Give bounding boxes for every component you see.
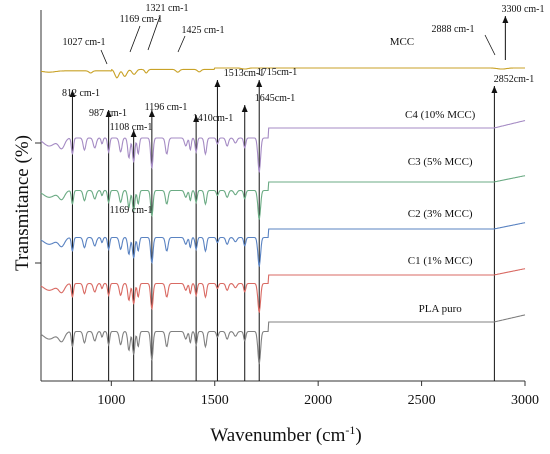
arrowhead <box>193 115 200 122</box>
arrowhead <box>105 110 112 117</box>
x-tick-label: 2000 <box>304 393 332 408</box>
peak-annotation: 1645cm-1 <box>255 93 296 104</box>
arrowhead <box>491 86 498 93</box>
peak-annotation-text: 987 cm-1 <box>89 108 127 119</box>
series-group: MCC C4 (10% MCC) C3 (5% MCC) C2 (3% MCC) C1 … <box>40 36 526 366</box>
series-label: C1 (1% MCC) <box>408 255 473 267</box>
x-axis-title: Wavenumber (cm-1) <box>210 423 361 446</box>
peak-annotation-text: 1169 cm-1 <box>110 205 153 216</box>
peak-annotation-text: 1321 cm-1 <box>145 3 188 14</box>
peak-annotation-text: 1425 cm-1 <box>181 25 224 36</box>
y-axis-title: Transmitance (%) <box>12 135 33 271</box>
x-tick-label: 1000 <box>97 393 125 408</box>
peak-annotation: 1196 cm-1 <box>145 102 188 113</box>
arrowhead <box>130 130 137 137</box>
arrowhead <box>148 110 155 117</box>
x-axis: 1000 1500 2000 2500 3000 <box>97 381 539 408</box>
peak-annotation: 1027 cm-1 <box>62 37 105 48</box>
series-line <box>40 268 526 314</box>
series-line <box>40 119 526 174</box>
annotation-connector <box>484 34 496 56</box>
x-tick-label: 2500 <box>408 393 436 408</box>
peak-annotation-text: 812 cm-1 <box>62 88 100 99</box>
peak-annotation: 1410cm-1 <box>193 113 234 124</box>
x-axis-title-main: Wavenumber (cm <box>210 425 345 446</box>
peak-annotation: 1169 cm-1 <box>120 14 163 25</box>
x-tick-label: 3000 <box>511 393 539 408</box>
series-label: MCC <box>390 36 414 48</box>
annotation-connector <box>100 49 108 65</box>
series-line <box>40 175 526 221</box>
peak-annotation: 987 cm-1 <box>89 108 127 119</box>
peak-annotation-text: 3300 cm-1 <box>501 4 544 15</box>
x-axis-title-end: ) <box>355 425 361 446</box>
arrowhead <box>256 80 263 87</box>
peak-annotation: 1169 cm-1 <box>110 205 153 216</box>
peak-annotation: 1321 cm-1 <box>145 3 188 14</box>
peak-annotation: 1425 cm-1 <box>181 25 224 36</box>
series-label: PLA puro <box>419 303 463 315</box>
peak-annotation-text: 1645cm-1 <box>255 93 296 104</box>
arrowhead <box>241 105 248 112</box>
series-label: C3 (5% MCC) <box>408 156 473 168</box>
peak-annotation-text: 1513cm-1 <box>224 68 265 79</box>
peak-annotation: 2888 cm-1 <box>431 24 474 35</box>
annotation-connector <box>177 35 186 53</box>
x-tick-label: 1500 <box>201 393 229 408</box>
peak-annotation-text: 1108 cm-1 <box>110 122 153 133</box>
series-label: C2 (3% MCC) <box>408 208 473 220</box>
x-axis-title-sup: -1 <box>345 423 355 437</box>
peak-annotation: 3300 cm-1 <box>501 4 544 15</box>
series-line <box>40 222 526 268</box>
arrowhead <box>502 16 509 23</box>
series-line <box>40 314 526 366</box>
arrowhead <box>214 80 221 87</box>
peak-annotation-text: 1196 cm-1 <box>145 102 188 113</box>
arrowhead <box>69 90 76 97</box>
peak-annotation: 812 cm-1 <box>62 88 100 99</box>
peak-annotation-text: 1715cm-1 <box>257 67 298 78</box>
peak-annotation-text: 1027 cm-1 <box>62 37 105 48</box>
peak-annotation-text: 1410cm-1 <box>193 113 234 124</box>
peak-annotation-text: 2852cm-1 <box>494 74 535 85</box>
annotation-connector <box>129 25 141 53</box>
peak-annotation: 1108 cm-1 <box>110 122 153 133</box>
peak-annotation: 2852cm-1 <box>494 74 535 85</box>
peak-annotation: 1715cm-1 <box>257 67 298 78</box>
peak-annotation-text: 1169 cm-1 <box>120 14 163 25</box>
series-label: C4 (10% MCC) <box>405 109 476 121</box>
annotations-group: 812 cm-1 987 cm-1 1108 cm-1 1196 cm-1 1410cm… <box>62 3 545 216</box>
annotation-connector <box>147 15 161 51</box>
series-line <box>40 67 525 79</box>
peak-annotation: 1513cm-1 <box>224 68 265 79</box>
peak-annotation-text: 2888 cm-1 <box>431 24 474 35</box>
